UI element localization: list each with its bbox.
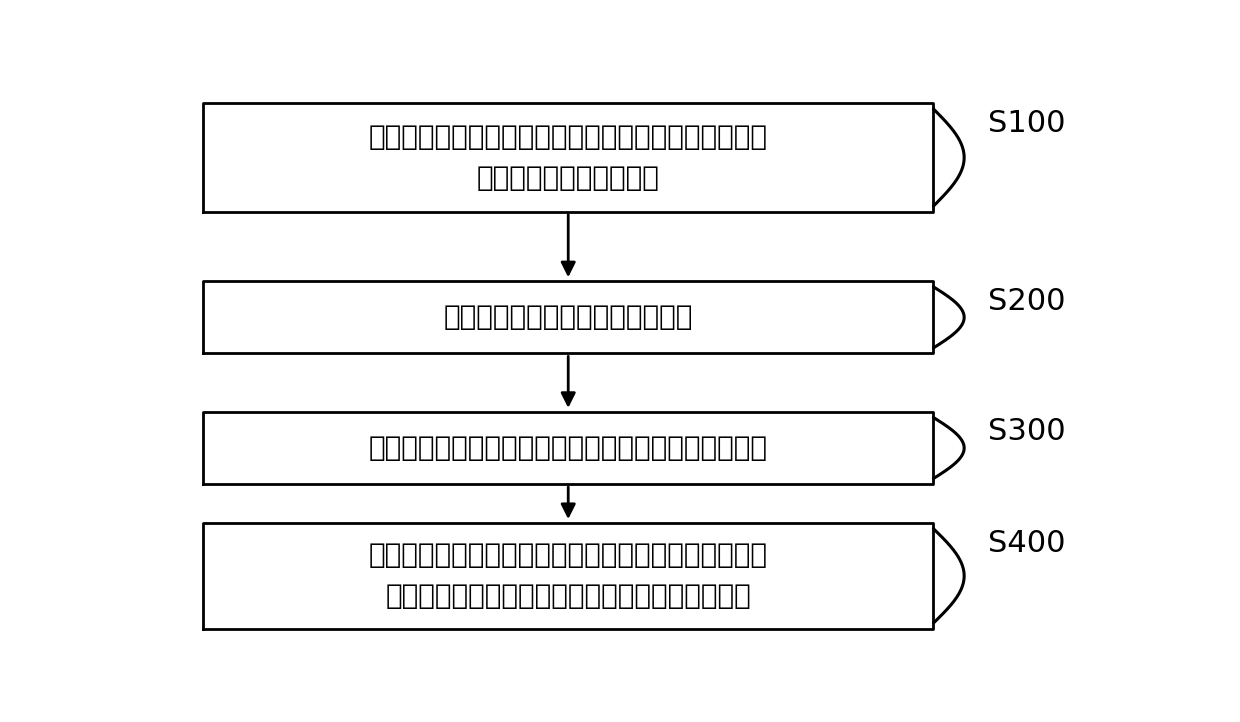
- Text: 根据目标区域的清晰度表征数据，生成焦距调节指令，
以使投影设备根据焦距调节指令执行焦距调节动作: 根据目标区域的清晰度表征数据，生成焦距调节指令， 以使投影设备根据焦距调节指令执…: [368, 542, 768, 611]
- Text: 获取摄像机拍摄的投影场景图像，并确定出与投影场景
图像对应的原始输出图像: 获取摄像机拍摄的投影场景图像，并确定出与投影场景 图像对应的原始输出图像: [368, 123, 768, 192]
- Text: S300: S300: [988, 417, 1066, 446]
- Text: S200: S200: [988, 287, 1065, 316]
- Text: 从原始输出图像中，选取特征区域: 从原始输出图像中，选取特征区域: [444, 303, 693, 331]
- Text: S400: S400: [988, 529, 1065, 557]
- Text: S100: S100: [988, 109, 1065, 138]
- Text: 从投影场景图像中，确定出与特征区域对应的目标区域: 从投影场景图像中，确定出与特征区域对应的目标区域: [368, 434, 768, 462]
